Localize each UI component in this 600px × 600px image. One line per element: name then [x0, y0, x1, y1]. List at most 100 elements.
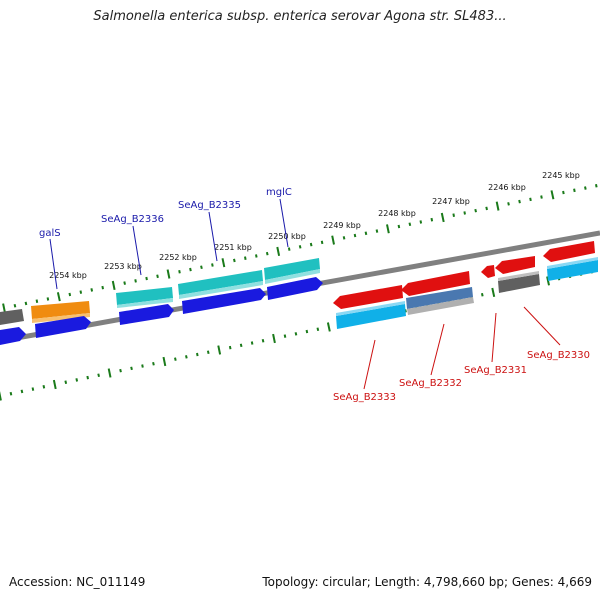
minor-tick [463, 211, 466, 215]
kbp-label: 2252 kbp [159, 253, 197, 262]
kbp-label: 2253 kbp [104, 262, 142, 271]
minor-tick [97, 373, 100, 378]
minor-tick [419, 220, 423, 224]
label-leader-line [208, 211, 218, 262]
minor-tick [573, 188, 576, 193]
minor-tick [244, 256, 247, 260]
gene-feature-mglC [264, 258, 320, 280]
minor-tick [35, 299, 39, 303]
minor-tick [529, 197, 532, 202]
minor-tick [474, 208, 477, 213]
gene-label-SeAg_B2333: SeAg_B2333 [333, 392, 396, 403]
gene-feature-shadow [32, 313, 90, 323]
minor-tick [562, 190, 565, 195]
minor-tick [507, 202, 510, 206]
bottom-gene-labels: SeAg_B2333 SeAg_B2332 SeAg_B2331 SeAg_B2… [333, 306, 590, 403]
minor-tick [239, 343, 243, 348]
minor-tick [250, 341, 254, 345]
minor-tick [518, 199, 521, 204]
gene-feature-SeAg_B2333 [336, 304, 406, 329]
minor-tick [152, 361, 155, 366]
minor-tick [287, 247, 291, 251]
minor-tick [24, 301, 28, 306]
minor-tick [298, 245, 302, 249]
minor-tick [430, 217, 434, 222]
minor-tick [185, 355, 188, 359]
gene-label-SeAg_B2332: SeAg_B2332 [399, 378, 462, 389]
major-tick [272, 333, 276, 344]
kbp-label: 2248 kbp [378, 209, 416, 218]
minor-tick [261, 338, 265, 343]
gene-label-galS: galS [39, 228, 61, 239]
gene-feature-shadow [498, 271, 539, 281]
major-tick [386, 224, 390, 234]
cds-arrow [0, 327, 26, 345]
major-tick [276, 246, 281, 257]
minor-tick [342, 236, 346, 240]
minor-tick [316, 327, 320, 332]
minor-tick [255, 254, 258, 258]
minor-tick [265, 251, 269, 256]
cds-arrow-reverse [333, 285, 403, 309]
minor-tick [119, 368, 122, 373]
minor-tick [196, 352, 199, 357]
kbp-label: 2254 kbp [49, 271, 87, 280]
minor-tick [123, 281, 126, 285]
major-tick [2, 303, 6, 313]
kbp-label: 2245 kbp [542, 171, 580, 180]
major-tick [331, 235, 335, 245]
gene-label-SeAg_B2336: SeAg_B2336 [101, 214, 164, 225]
top-gene-labels: galS SeAg_B2336 SeAg_B2335 mglC [39, 187, 292, 290]
minor-tick [481, 293, 484, 297]
kbp-label: 2251 kbp [214, 243, 252, 252]
genome-summary-text: Topology: circular; Length: 4,798,660 bp… [262, 575, 592, 589]
minor-tick [75, 378, 79, 382]
minor-tick [206, 350, 210, 355]
gene-feature-SeAg_B2331 [498, 274, 540, 293]
major-tick [217, 345, 222, 355]
gene-feature-shadow [265, 269, 320, 284]
gene-label-SeAg_B2331: SeAg_B2331 [464, 365, 527, 376]
minor-tick [31, 387, 35, 391]
minor-tick [86, 375, 89, 380]
cds-arrow [267, 277, 323, 300]
minor-tick [134, 279, 137, 283]
kbp-scale-labels: 2245 kbp 2246 kbp 2247 kbp 2248 kbp 2249… [49, 171, 580, 280]
gene-feature-SeAg_B2332 [406, 287, 473, 309]
cds-arrow [182, 288, 266, 314]
minor-tick [79, 290, 83, 294]
major-tick [495, 201, 500, 211]
kbp-label: 2249 kbp [323, 221, 361, 230]
gene-feature-shadow [547, 257, 598, 269]
minor-tick [211, 263, 214, 267]
minor-tick [228, 345, 232, 350]
minor-tick [375, 229, 379, 233]
major-tick [326, 322, 331, 332]
kbp-label: 2246 kbp [488, 183, 526, 192]
major-tick [221, 258, 226, 268]
map-title: Salmonella enterica subsp. enterica sero… [93, 9, 507, 24]
minor-tick [283, 334, 287, 338]
cds-arrow-reverse [401, 271, 470, 296]
minor-tick [9, 391, 13, 396]
minor-tick [200, 265, 203, 270]
major-tick [0, 391, 2, 401]
gene-feature-SeAg_B2330 [547, 260, 598, 281]
label-leader-line [430, 323, 445, 376]
minor-tick [309, 242, 313, 247]
gene-feature-shadow [179, 281, 263, 299]
minor-tick [540, 195, 543, 199]
minor-tick [189, 267, 192, 272]
gene-feature-SeAg_B2336 [116, 287, 173, 305]
minor-tick [397, 224, 401, 229]
minor-tick [90, 288, 94, 292]
gene-feature-shadow [336, 301, 405, 316]
minor-tick [233, 258, 236, 263]
label-leader-line [491, 312, 497, 363]
cds-arrow [35, 316, 91, 338]
outer-tick-track [2, 184, 598, 313]
label-leader-line [363, 339, 376, 390]
minor-tick [130, 366, 133, 371]
reverse-strand-features [333, 241, 598, 329]
